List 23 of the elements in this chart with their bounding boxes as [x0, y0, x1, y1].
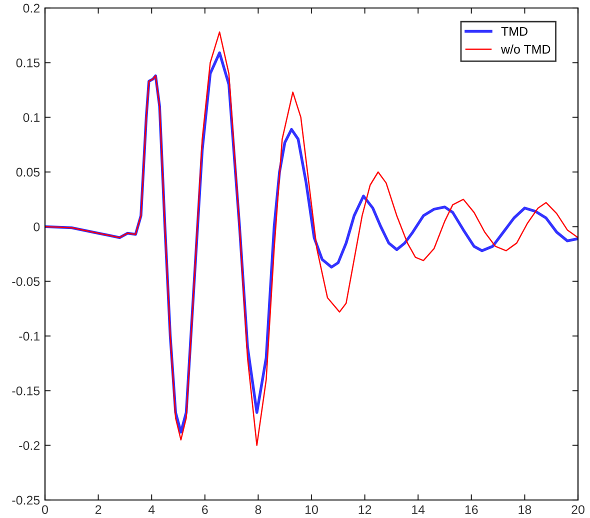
y-tick-label: 0.2	[23, 4, 40, 13]
x-tick-label: 16	[465, 505, 478, 514]
legend-label: TMD	[501, 27, 528, 36]
y-tick-label: 0.15	[16, 58, 40, 68]
x-tick-label: 2	[95, 505, 102, 514]
x-tick-label: 18	[518, 505, 532, 514]
y-tick-label: 0.1	[23, 113, 40, 122]
y-tick-label: -0.05	[12, 277, 40, 286]
x-tick-label: 12	[358, 505, 372, 514]
legend-label: w/o TMD	[500, 44, 550, 54]
y-tick-label: -0.1	[19, 332, 40, 341]
x-tick-label: 10	[306, 505, 318, 514]
x-tick-label: 0	[42, 505, 48, 514]
y-tick-label: 0.05	[16, 168, 40, 177]
y-tick-label: -0.2	[19, 441, 40, 450]
x-tick-label: 4	[148, 505, 155, 514]
y-tick-label: 0	[34, 222, 40, 232]
x-tick-label: 6	[202, 505, 208, 514]
x-tick-label: 20	[572, 505, 584, 514]
y-tick-label: -0.25	[12, 496, 40, 505]
x-tick-label: 14	[412, 505, 425, 514]
x-tick-label: 8	[255, 505, 262, 514]
y-tick-label: -0.15	[12, 386, 40, 396]
